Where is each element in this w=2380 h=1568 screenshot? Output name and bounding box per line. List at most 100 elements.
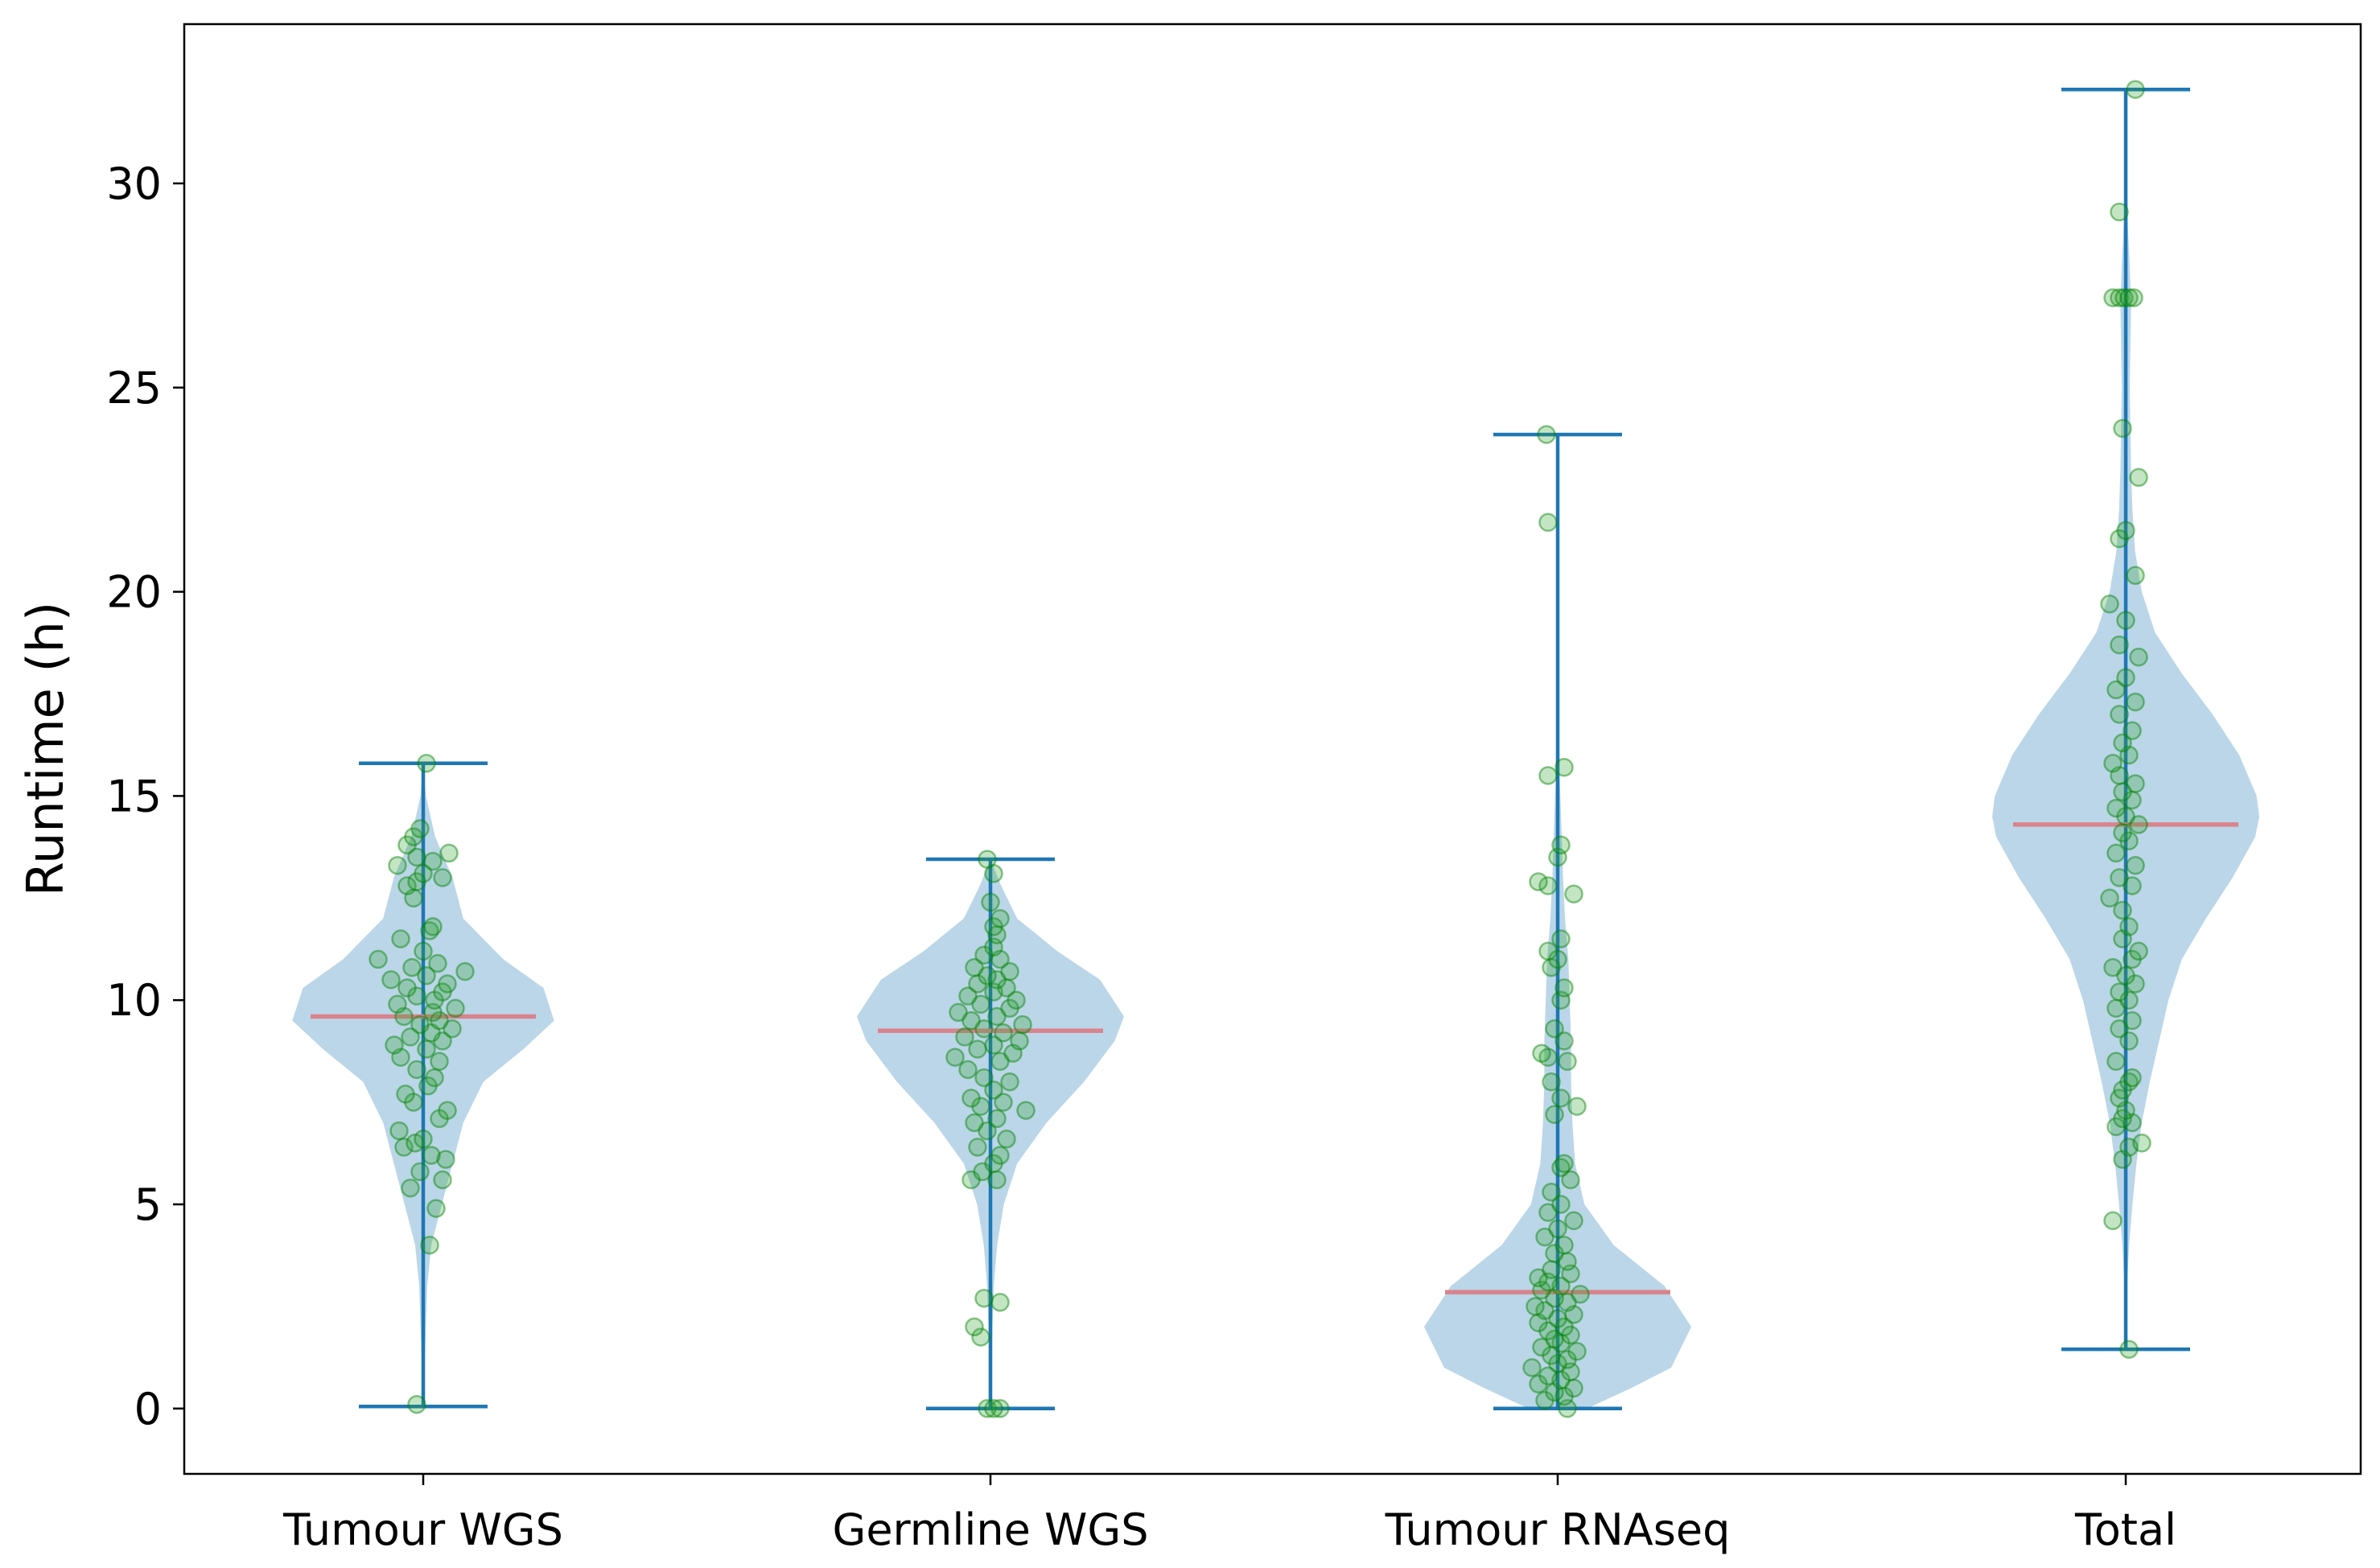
data-point-germline-wgs [984, 917, 1003, 936]
data-point-germline-wgs [1013, 1014, 1032, 1035]
data-point-total [2129, 941, 2148, 961]
data-point-tumour-rnaseq [1554, 1386, 1574, 1406]
data-point-tumour-rnaseq [1538, 1047, 1558, 1067]
data-point-germline-wgs [987, 1006, 1007, 1027]
data-point-tumour-rnaseq [1554, 1031, 1574, 1051]
data-point-tumour-rnaseq [1548, 1219, 1567, 1239]
data-point-total [2110, 1089, 2129, 1108]
data-point-germline-wgs [961, 1010, 981, 1031]
data-point-germline-wgs [987, 970, 1007, 990]
data-point-tumour-wgs [414, 1130, 433, 1149]
data-point-total [2103, 957, 2123, 977]
data-point-germline-wgs [994, 1023, 1013, 1043]
data-point-tumour-wgs [433, 982, 452, 1002]
y-tick-label: 10 [106, 975, 162, 1026]
data-point-total [2123, 790, 2142, 810]
data-point-total [2110, 288, 2129, 307]
data-point-tumour-wgs [404, 888, 423, 908]
data-point-total [2119, 917, 2139, 936]
data-point-tumour-rnaseq [1529, 872, 1548, 891]
data-point-total [2123, 1010, 2142, 1031]
data-point-total [2119, 1340, 2139, 1359]
data-point-tumour-rnaseq [1564, 1378, 1583, 1398]
data-point-tumour-wgs [407, 1394, 426, 1414]
data-point-tumour-wgs [417, 965, 436, 986]
data-point-tumour-rnaseq [1545, 1288, 1564, 1308]
data-point-germline-wgs [974, 945, 994, 965]
data-point-total [2113, 733, 2132, 753]
x-axis: Tumour WGS Germline WGS Tumour RNAseq Total [282, 1474, 2176, 1555]
data-point-total [2119, 288, 2139, 307]
data-point-total [2113, 418, 2132, 438]
data-point-germline-wgs [990, 1146, 1010, 1165]
data-point-tumour-wgs [417, 1039, 436, 1059]
data-point-tumour-rnaseq [1561, 1264, 1580, 1284]
data-point-total [2113, 1150, 2132, 1169]
data-point-germline-wgs [994, 1093, 1013, 1112]
data-point-total [2119, 1138, 2139, 1157]
data-point-germline-wgs [955, 1027, 974, 1047]
data-point-total [2126, 566, 2145, 586]
data-point-tumour-rnaseq [1564, 1211, 1583, 1231]
data-point-tumour-rnaseq [1538, 1272, 1558, 1292]
data-point-tumour-wgs [397, 876, 417, 895]
data-point-tumour-wgs [418, 1076, 438, 1096]
data-point-total [2106, 798, 2126, 818]
data-point-tumour-rnaseq [1535, 1227, 1554, 1247]
data-point-germline-wgs [965, 1317, 984, 1337]
data-point-total [2106, 1117, 2126, 1137]
data-point-tumour-rnaseq [1542, 1346, 1561, 1365]
data-point-tumour-rnaseq [1532, 1043, 1551, 1063]
data-point-total [2106, 998, 2126, 1019]
data-point-tumour-rnaseq [1529, 1268, 1548, 1288]
data-point-tumour-rnaseq [1548, 1354, 1567, 1373]
data-point-total [2110, 982, 2129, 1002]
data-point-tumour-wgs [388, 994, 407, 1014]
data-point-germline-wgs [971, 1327, 990, 1347]
data-point-tumour-rnaseq [1551, 1089, 1571, 1108]
data-point-tumour-rnaseq [1558, 1252, 1577, 1271]
data-point-tumour-wgs [426, 1199, 446, 1218]
data-point-total [2110, 868, 2129, 887]
x-tick-label-germline-wgs: Germline WGS [832, 1504, 1148, 1555]
data-point-germline-wgs [968, 974, 987, 994]
data-point-tumour-rnaseq [1548, 949, 1567, 969]
data-point-tumour-wgs [397, 978, 417, 998]
data-point-tumour-rnaseq [1558, 1293, 1577, 1312]
data-point-total [2110, 635, 2129, 655]
data-point-tumour-wgs [404, 827, 423, 846]
data-point-total [2129, 648, 2148, 667]
data-point-tumour-rnaseq [1561, 1362, 1580, 1381]
data-point-total [2103, 1211, 2123, 1231]
x-tick-label-tumour-wgs: Tumour WGS [282, 1504, 563, 1555]
data-point-total [2110, 529, 2129, 549]
data-point-tumour-wgs [446, 998, 465, 1019]
plot-frame [183, 23, 2362, 1475]
data-point-germline-wgs [961, 1170, 981, 1190]
data-point-tumour-rnaseq [1558, 1350, 1577, 1369]
data-point-tumour-wgs [369, 949, 388, 969]
data-point-germline-wgs [968, 1039, 987, 1059]
data-point-germline-wgs [949, 1002, 968, 1023]
data-point-germline-wgs [984, 1035, 1003, 1055]
data-point-total [2100, 595, 2119, 614]
data-point-tumour-rnaseq [1558, 1399, 1577, 1418]
data-point-tumour-wgs [430, 1052, 449, 1072]
data-point-tumour-rnaseq [1538, 1321, 1558, 1341]
data-point-total [2119, 1072, 2139, 1092]
data-point-tumour-rnaseq [1567, 1341, 1587, 1361]
data-point-tumour-wgs [401, 1178, 420, 1198]
y-tick-label: 25 [106, 363, 162, 414]
data-point-tumour-wgs [397, 835, 417, 855]
data-point-tumour-rnaseq [1529, 1313, 1548, 1332]
data-point-tumour-rnaseq [1564, 884, 1583, 903]
data-point-tumour-wgs [423, 1002, 443, 1023]
data-point-total [2114, 288, 2134, 307]
data-point-tumour-rnaseq [1551, 1195, 1571, 1214]
x-tick-label-total: Total [2074, 1504, 2176, 1555]
y-tick-label: 20 [106, 567, 162, 618]
data-point-total [2123, 1068, 2142, 1088]
data-point-tumour-rnaseq [1551, 835, 1571, 855]
data-point-tumour-rnaseq [1558, 1052, 1577, 1072]
data-point-germline-wgs [987, 1109, 1007, 1129]
